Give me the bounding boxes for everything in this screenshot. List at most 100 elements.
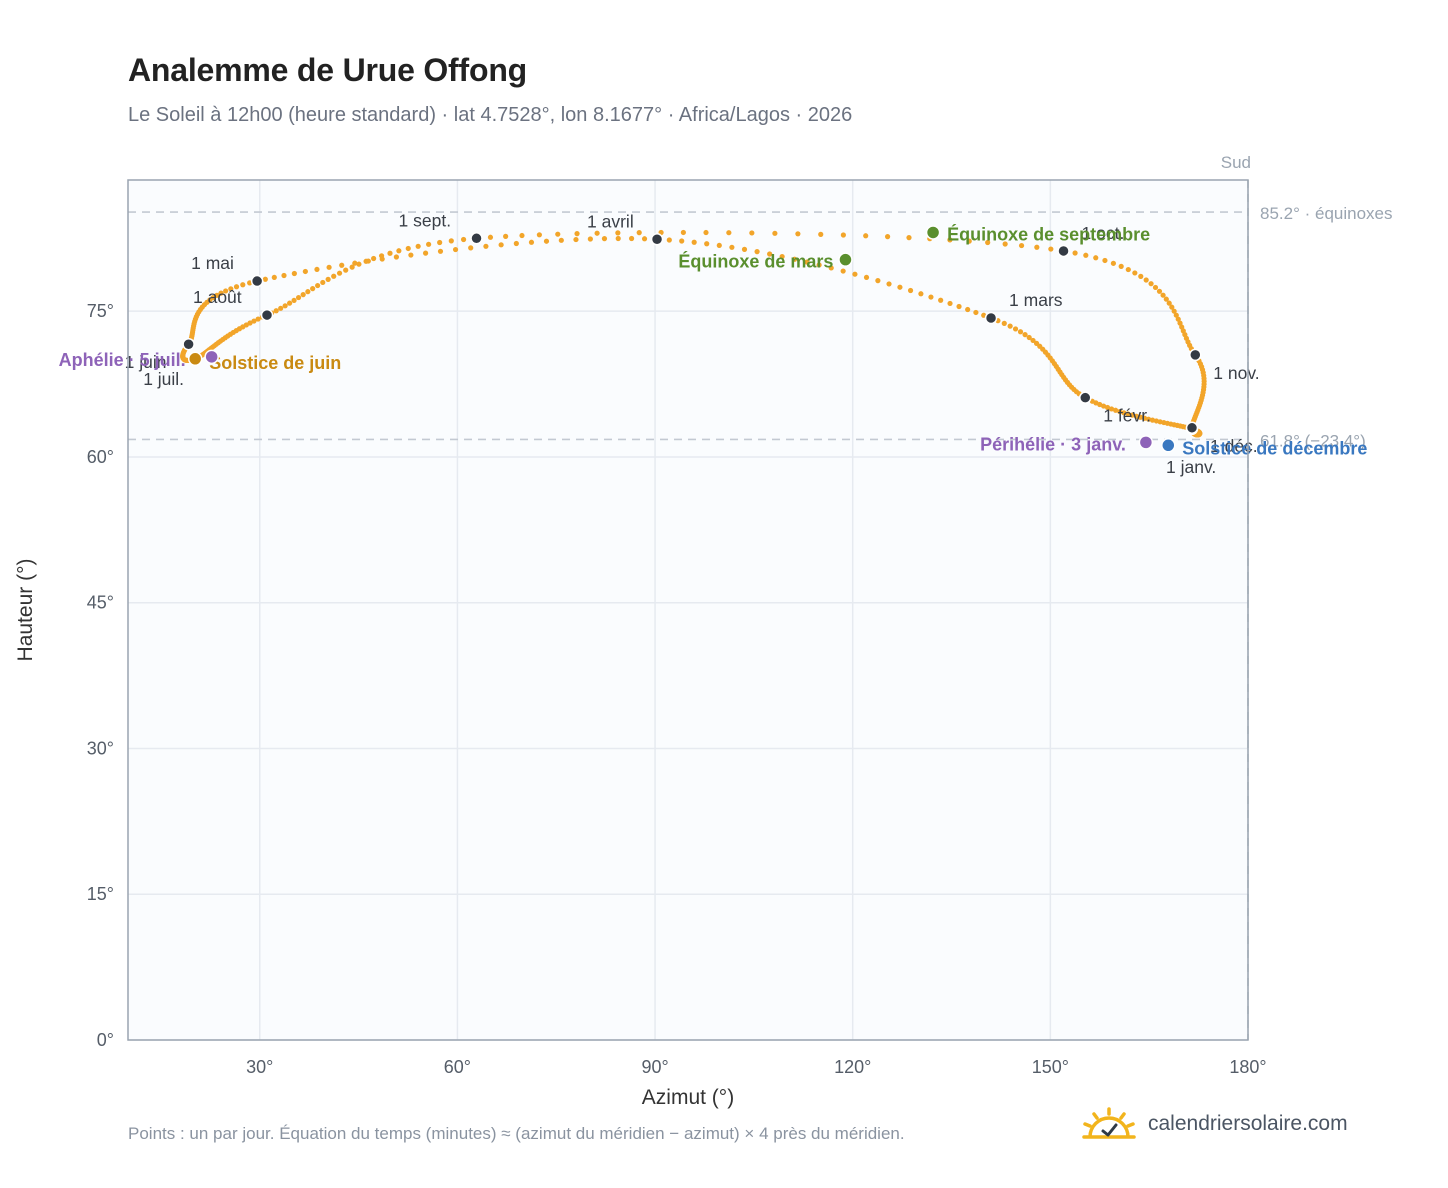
daily-point bbox=[1104, 404, 1111, 411]
daily-point bbox=[679, 238, 685, 244]
daily-point bbox=[555, 231, 561, 237]
daily-point bbox=[1034, 244, 1040, 250]
event-label: Équinoxe de septembre bbox=[947, 223, 1150, 244]
month-marker-label: 1 août bbox=[193, 287, 242, 307]
event-marker bbox=[187, 351, 203, 367]
daily-point bbox=[1177, 320, 1183, 326]
daily-point bbox=[314, 266, 320, 273]
month-marker-label: 1 févr. bbox=[1103, 406, 1151, 426]
daily-point bbox=[1166, 300, 1172, 306]
daily-point bbox=[282, 303, 288, 309]
axis-ticks: 30° 60° 90° 120° 150° 180° 0° 15° 30° 45° 60° 75° bbox=[87, 301, 1267, 1077]
daily-point bbox=[1145, 416, 1152, 422]
daily-point bbox=[326, 264, 332, 270]
event-marker bbox=[1138, 435, 1154, 450]
daily-point bbox=[615, 235, 621, 242]
daily-point bbox=[1132, 270, 1138, 276]
daily-point bbox=[291, 270, 297, 277]
x-tick-label: 120° bbox=[834, 1057, 871, 1077]
daily-point bbox=[791, 256, 798, 262]
daily-point bbox=[947, 237, 953, 243]
daily-point bbox=[558, 237, 564, 243]
daily-point bbox=[1153, 418, 1159, 424]
daily-point bbox=[291, 297, 297, 304]
daily-point bbox=[704, 241, 710, 247]
month-marker bbox=[1185, 421, 1199, 435]
daily-point bbox=[1026, 334, 1032, 341]
daily-point bbox=[1002, 241, 1008, 247]
daily-point bbox=[907, 287, 914, 294]
daily-point bbox=[1138, 273, 1144, 279]
daily-point bbox=[1173, 312, 1179, 318]
daily-point bbox=[1022, 332, 1028, 338]
y-tick-label: 45° bbox=[87, 593, 114, 613]
daily-point bbox=[1083, 252, 1089, 258]
sun-logo-icon bbox=[1082, 1107, 1136, 1139]
daily-point bbox=[396, 248, 402, 254]
daily-point bbox=[1108, 406, 1115, 412]
daily-point bbox=[816, 262, 822, 268]
x-axis-label: Azimut (°) bbox=[642, 1086, 734, 1109]
daily-point bbox=[1125, 266, 1131, 273]
event-label: Solstice de décembre bbox=[1182, 438, 1367, 458]
daily-point bbox=[863, 233, 869, 239]
daily-point bbox=[1152, 284, 1159, 291]
daily-point bbox=[1118, 263, 1124, 269]
daily-point bbox=[1171, 308, 1177, 314]
daily-point bbox=[716, 242, 722, 249]
daily-point bbox=[415, 243, 421, 249]
daily-point bbox=[729, 244, 735, 250]
event-marker bbox=[204, 349, 219, 365]
brand[interactable]: calendriersolaire.com bbox=[1082, 1104, 1348, 1144]
daily-point bbox=[503, 233, 509, 239]
daily-point bbox=[726, 230, 732, 236]
month-marker-label: 1 déc. bbox=[1210, 436, 1258, 456]
daily-point bbox=[336, 270, 343, 276]
month-marker bbox=[984, 311, 998, 325]
daily-point bbox=[286, 300, 293, 306]
daily-point bbox=[601, 236, 608, 242]
daily-point bbox=[1125, 411, 1131, 417]
daily-point bbox=[302, 268, 308, 275]
daily-point bbox=[422, 250, 429, 256]
month-marker bbox=[1057, 244, 1070, 258]
daily-point bbox=[218, 290, 224, 296]
daily-point bbox=[918, 291, 924, 297]
plot-area bbox=[128, 180, 1248, 1040]
daily-point bbox=[1072, 250, 1078, 256]
event-marker bbox=[925, 225, 941, 240]
month-marker-label: 1 sept. bbox=[399, 210, 452, 230]
daily-point bbox=[754, 249, 760, 255]
daily-point bbox=[965, 306, 971, 313]
daily-point bbox=[387, 250, 393, 256]
month-marker-label: 1 mai bbox=[191, 253, 234, 273]
daily-point bbox=[1018, 242, 1025, 249]
month-marker bbox=[260, 308, 274, 322]
daily-point bbox=[281, 272, 287, 279]
month-marker-label: 1 nov. bbox=[1213, 363, 1259, 383]
event-label: Équinoxe de mars bbox=[678, 251, 833, 272]
daily-point bbox=[741, 246, 748, 252]
daily-point bbox=[1117, 408, 1123, 415]
daily-point bbox=[437, 248, 444, 254]
month-marker bbox=[250, 274, 264, 288]
daily-point bbox=[352, 260, 358, 266]
daily-point bbox=[1121, 410, 1127, 416]
daily-point bbox=[251, 318, 257, 324]
daily-point bbox=[1012, 326, 1019, 332]
daily-point bbox=[1033, 340, 1040, 346]
month-marker-label: 1 avril bbox=[587, 211, 634, 231]
daily-point bbox=[795, 231, 801, 237]
reference-line-label: 85.2° · équinoxes bbox=[1260, 204, 1393, 223]
daily-point bbox=[519, 232, 525, 239]
daily-point bbox=[300, 292, 306, 298]
x-tick-label: 30° bbox=[246, 1057, 273, 1077]
daily-point bbox=[356, 261, 362, 267]
daily-point bbox=[804, 259, 810, 265]
chart-subtitle: Le Soleil à 12h00 (heure standard) · lat… bbox=[128, 104, 853, 126]
daily-point bbox=[1017, 329, 1024, 335]
daily-point bbox=[426, 241, 432, 247]
daily-point bbox=[1113, 407, 1119, 413]
daily-point bbox=[680, 229, 686, 236]
month-marker bbox=[1079, 391, 1092, 404]
